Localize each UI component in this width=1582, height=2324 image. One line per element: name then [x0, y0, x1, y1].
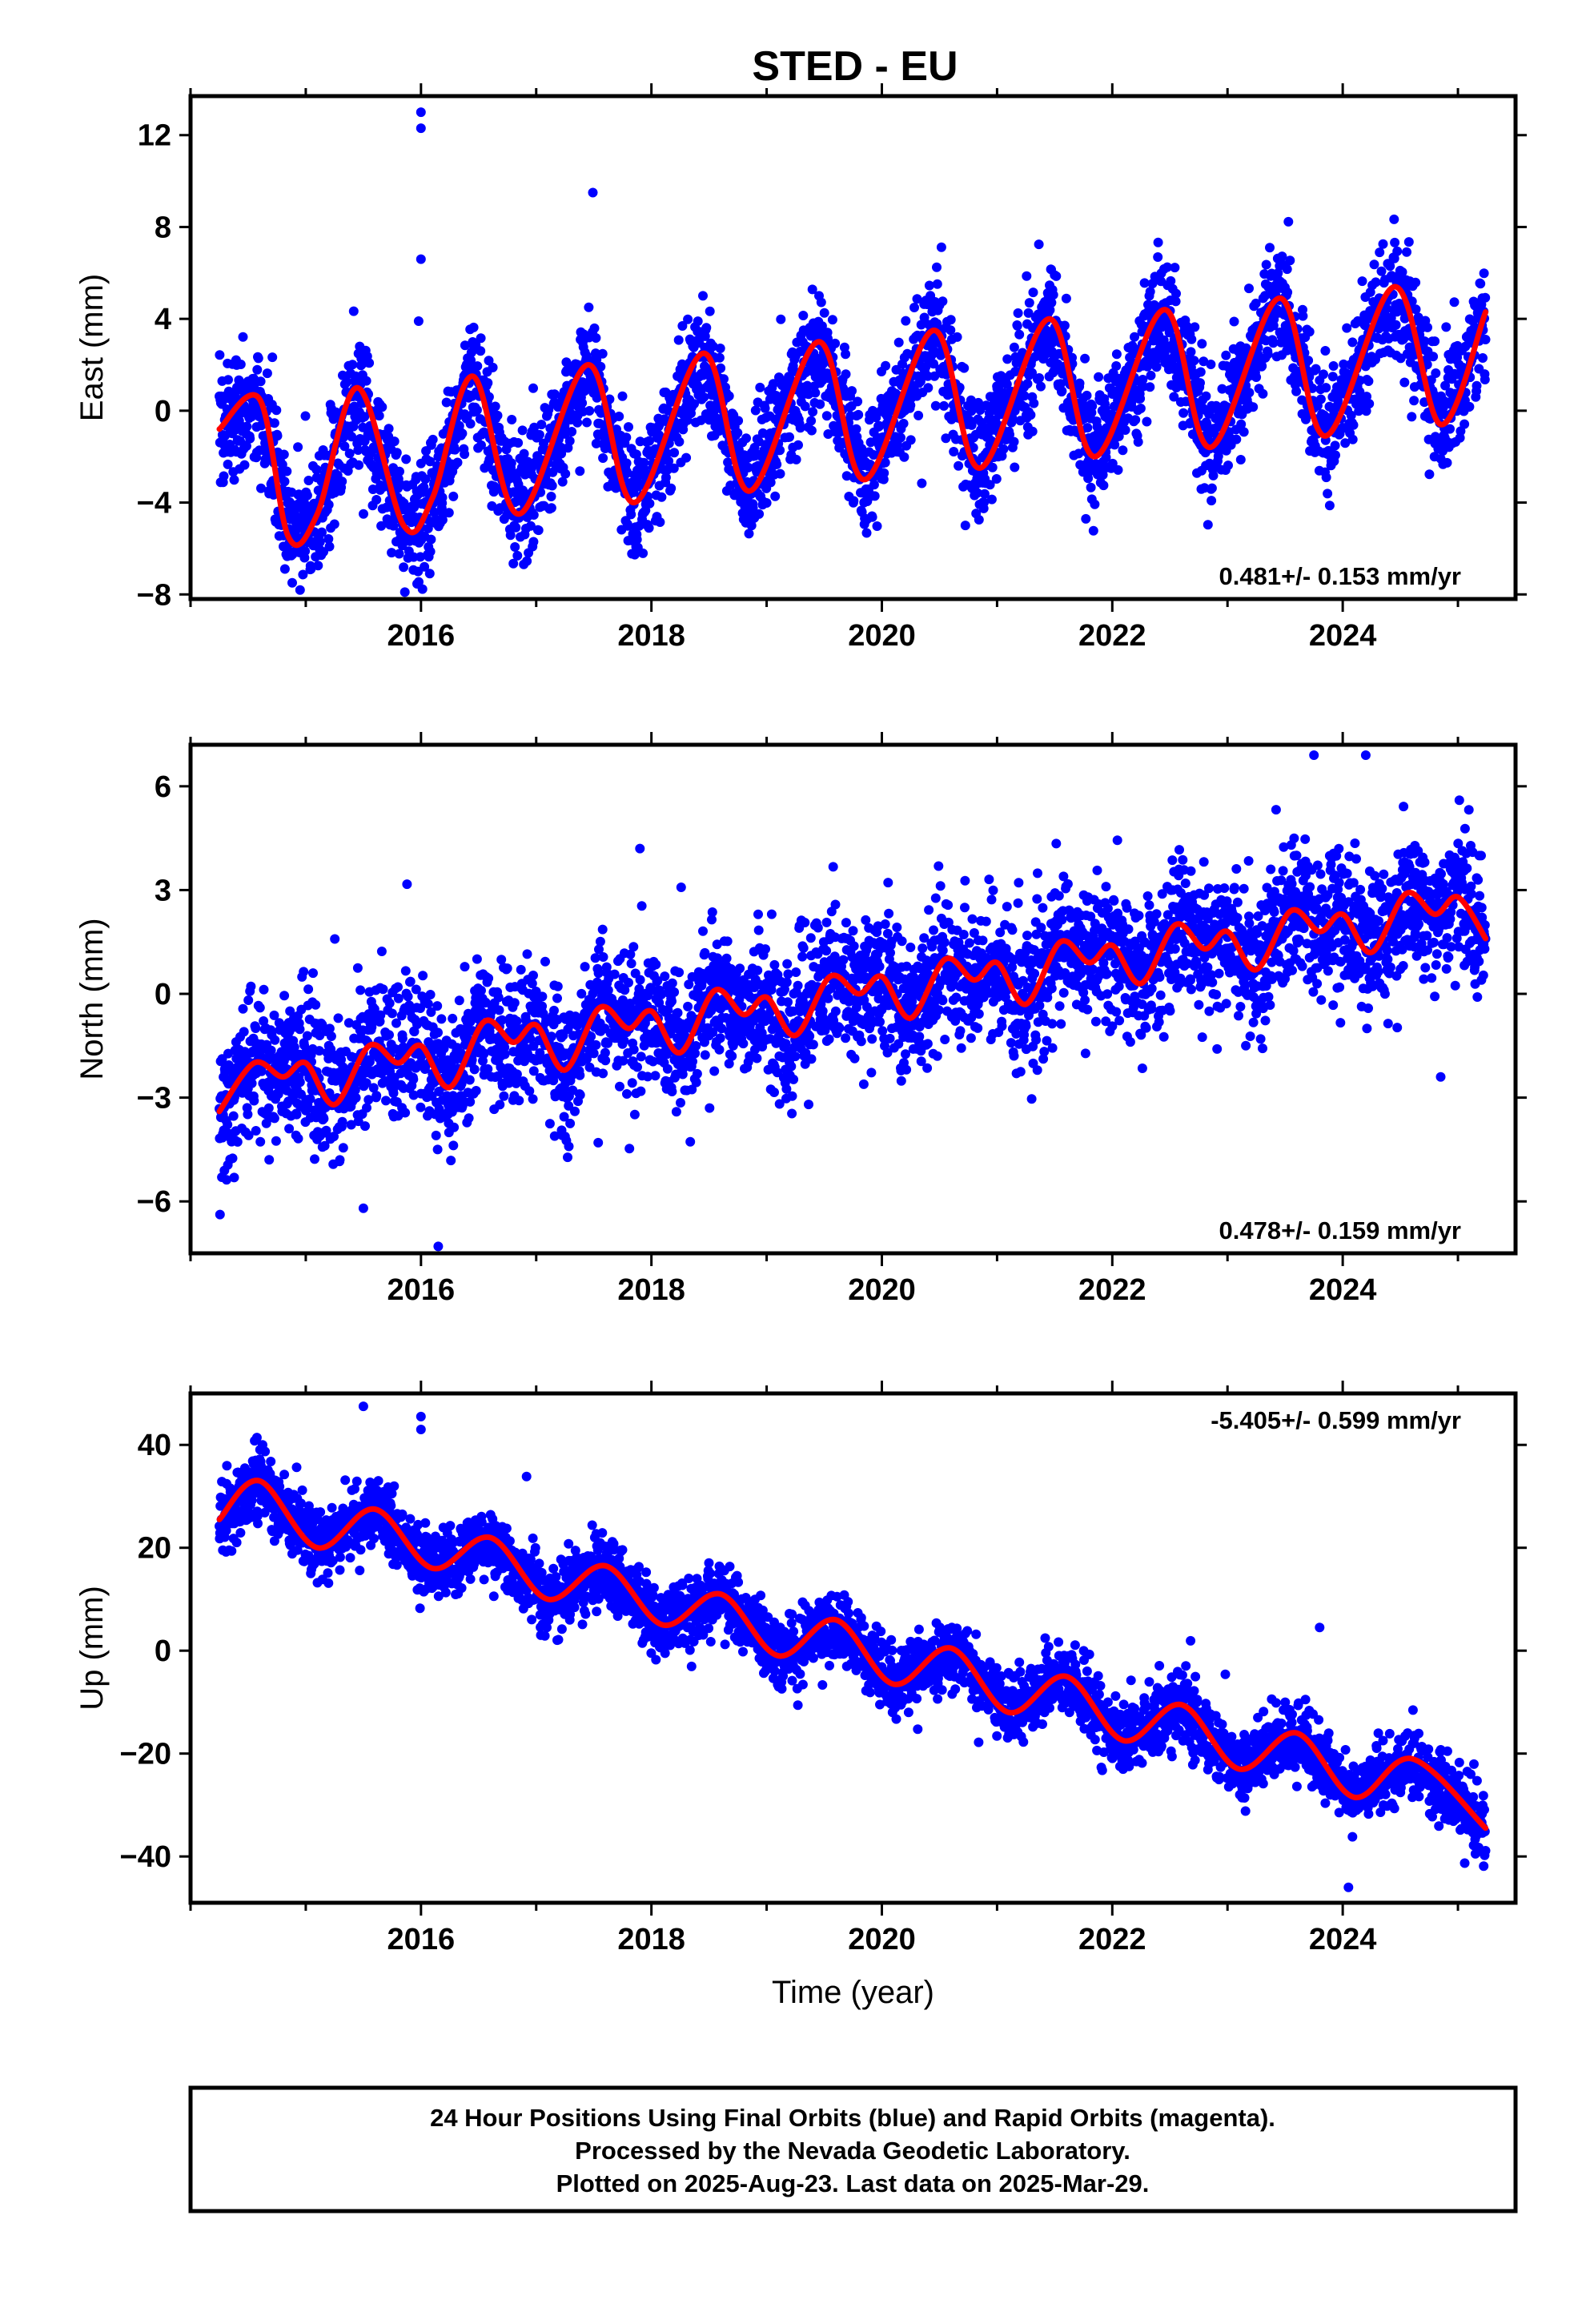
- north-y-ticks: −6 −3 0 3 6: [137, 770, 1527, 1219]
- up-data-points: [215, 1401, 1491, 1892]
- up-y-tick-label: 20: [138, 1532, 171, 1566]
- north-y-tick-label: 0: [155, 978, 171, 1011]
- east-rate-label: 0.481+/- 0.153 mm/yr: [1219, 562, 1461, 590]
- footer-line-3: Plotted on 2025-Aug-23. Last data on 202…: [556, 2169, 1150, 2197]
- up-y-tick-label: −20: [120, 1738, 171, 1771]
- up-frame: [188, 1391, 1518, 1905]
- up-fit-line: [216, 1478, 1489, 1831]
- east-y-tick-label: 12: [138, 119, 171, 153]
- north-frame: [188, 742, 1518, 1256]
- up-y-tick-label: 40: [138, 1429, 171, 1462]
- up-x-ticks: 2016 2018 2020 2022 2024: [189, 1381, 1460, 1956]
- east-y-ticks: −8 −4 0 4 8 12: [137, 119, 1527, 612]
- figure-title: STED - EU: [752, 43, 958, 90]
- east-y-tick-label: 0: [155, 395, 171, 428]
- north-rate-label: 0.478+/- 0.159 mm/yr: [1219, 1216, 1461, 1244]
- up-y-tick-label: 0: [155, 1634, 171, 1668]
- north-y-tick-label: −3: [137, 1082, 171, 1116]
- east-y-tick-label: −4: [137, 487, 171, 521]
- east-y-tick-label: 4: [155, 303, 171, 336]
- up-x-axis-label: Time (year): [772, 1975, 934, 2010]
- east-x-tick-label: 2018: [617, 619, 685, 653]
- east-axes-frame: [188, 94, 1518, 601]
- up-y-ticks: −40 −20 0 20 40: [120, 1429, 1527, 1874]
- up-x-tick-label: 2024: [1309, 1923, 1377, 1956]
- north-y-axis-label: North (mm): [74, 918, 110, 1080]
- north-x-tick-label: 2020: [848, 1273, 916, 1307]
- up-x-tick-label: 2016: [387, 1923, 456, 1956]
- east-fit-line: [216, 283, 1489, 549]
- north-x-tick-label: 2022: [1078, 1273, 1146, 1307]
- footer-line-1: 24 Hour Positions Using Final Orbits (bl…: [430, 2104, 1275, 2132]
- north-x-tick-label: 2024: [1309, 1273, 1377, 1307]
- east-data-points: [215, 107, 1491, 597]
- north-x-tick-label: 2016: [387, 1273, 456, 1307]
- east-model-fit: [216, 283, 1489, 549]
- up-x-tick-label: 2020: [848, 1923, 916, 1956]
- north-data-points: [215, 750, 1491, 1252]
- east-x-tick-label: 2024: [1309, 619, 1377, 653]
- east-panel: 2016 2018 2020 2022 2024 −8 −4 0 4 8 12 East (mm)…: [74, 83, 1527, 653]
- footer-line-2: Processed by the Nevada Geodetic Laborat…: [575, 2137, 1130, 2165]
- east-points: [215, 107, 1491, 597]
- north-model-fit: [216, 890, 1489, 1115]
- up-points: [215, 1401, 1491, 1892]
- east-x-ticks: 2016 2018 2020 2022 2024: [189, 83, 1460, 653]
- north-fit-line: [216, 890, 1489, 1115]
- east-x-tick-label: 2020: [848, 619, 916, 653]
- east-y-axis-label: East (mm): [74, 274, 110, 421]
- north-axes-frame: [188, 742, 1518, 1256]
- north-y-tick-label: 6: [155, 770, 171, 804]
- up-model-fit: [216, 1478, 1489, 1831]
- footer-box: 24 Hour Positions Using Final Orbits (bl…: [188, 2085, 1518, 2213]
- north-x-ticks: 2016 2018 2020 2022 2024: [189, 732, 1460, 1307]
- east-frame: [188, 94, 1518, 601]
- up-panel: 2016 2018 2020 2022 2024 −40 −20 0 20 40 Up (mm)…: [74, 1381, 1527, 2010]
- up-axes-frame: [188, 1391, 1518, 1905]
- north-y-tick-label: −6: [137, 1185, 171, 1219]
- up-rate-label: -5.405+/- 0.599 mm/yr: [1211, 1406, 1461, 1434]
- east-x-tick-label: 2022: [1078, 619, 1146, 653]
- east-x-tick-label: 2016: [387, 619, 456, 653]
- up-x-tick-label: 2022: [1078, 1923, 1146, 1956]
- footer-frame: [188, 2085, 1518, 2213]
- up-x-tick-label: 2018: [617, 1923, 685, 1956]
- north-y-tick-label: 3: [155, 874, 171, 907]
- up-y-tick-label: −40: [120, 1840, 171, 1874]
- east-y-tick-label: 8: [155, 211, 171, 244]
- up-y-axis-label: Up (mm): [74, 1586, 110, 1711]
- east-y-tick-label: −8: [137, 578, 171, 612]
- north-x-tick-label: 2018: [617, 1273, 685, 1307]
- north-points: [215, 750, 1491, 1252]
